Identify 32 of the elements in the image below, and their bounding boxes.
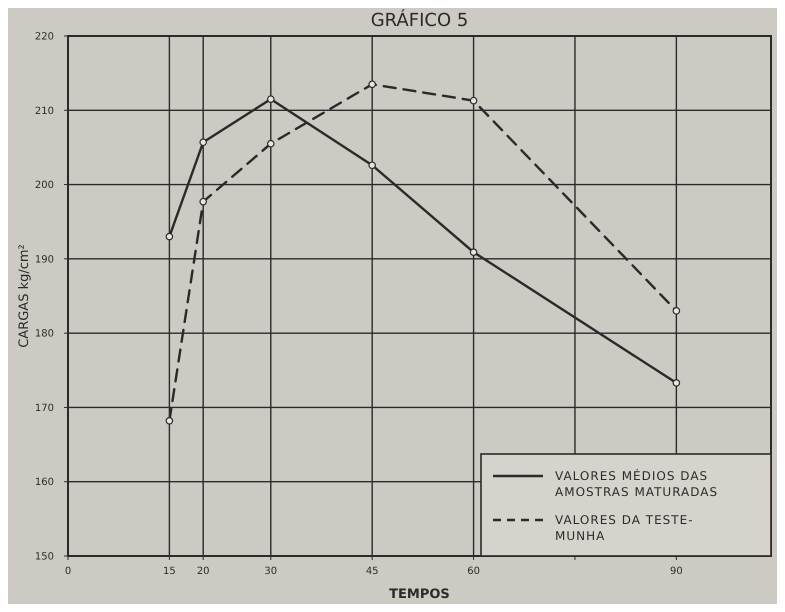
chart-title: GRÁFICO 5: [370, 9, 468, 31]
x-tick-label: 0: [64, 566, 72, 577]
point: [470, 96, 478, 104]
x-axis-title: TEMPOS: [389, 587, 450, 602]
point: [166, 232, 174, 240]
point: [266, 95, 275, 103]
y-tick-label: 220: [34, 32, 54, 42]
point: [672, 307, 680, 315]
x-tick-label: 30: [264, 566, 278, 577]
y-tick-label: 160: [34, 477, 54, 488]
point: [368, 161, 376, 170]
y-tick-label: 180: [34, 328, 54, 340]
x-tick-label: 90: [670, 566, 683, 577]
y-tick-label: 210: [34, 106, 54, 117]
x-tick-label: 60: [467, 566, 480, 577]
point: [199, 138, 207, 146]
point: [199, 198, 207, 206]
x-tick-label: 15: [163, 566, 176, 577]
x-tick-label: 45: [366, 566, 379, 577]
point: [266, 140, 275, 148]
y-tick-label: 170: [34, 402, 54, 414]
y-tick-label: 150: [34, 552, 54, 562]
point: [470, 248, 478, 256]
legend-label: VALORES DA TESTE-MUNHA: [555, 513, 694, 543]
y-axis-title: CARGAS kg/cm²: [17, 244, 32, 348]
point: [672, 379, 680, 387]
point: [368, 80, 376, 88]
y-tick-label: 190: [34, 254, 54, 266]
legend-label: VALORES MÉDIOS DAS AMOSTRAS MATURADAS: [555, 468, 718, 499]
point: [166, 417, 174, 425]
x-tick-label: 20: [196, 566, 210, 577]
y-tick-label: 200: [34, 180, 54, 192]
